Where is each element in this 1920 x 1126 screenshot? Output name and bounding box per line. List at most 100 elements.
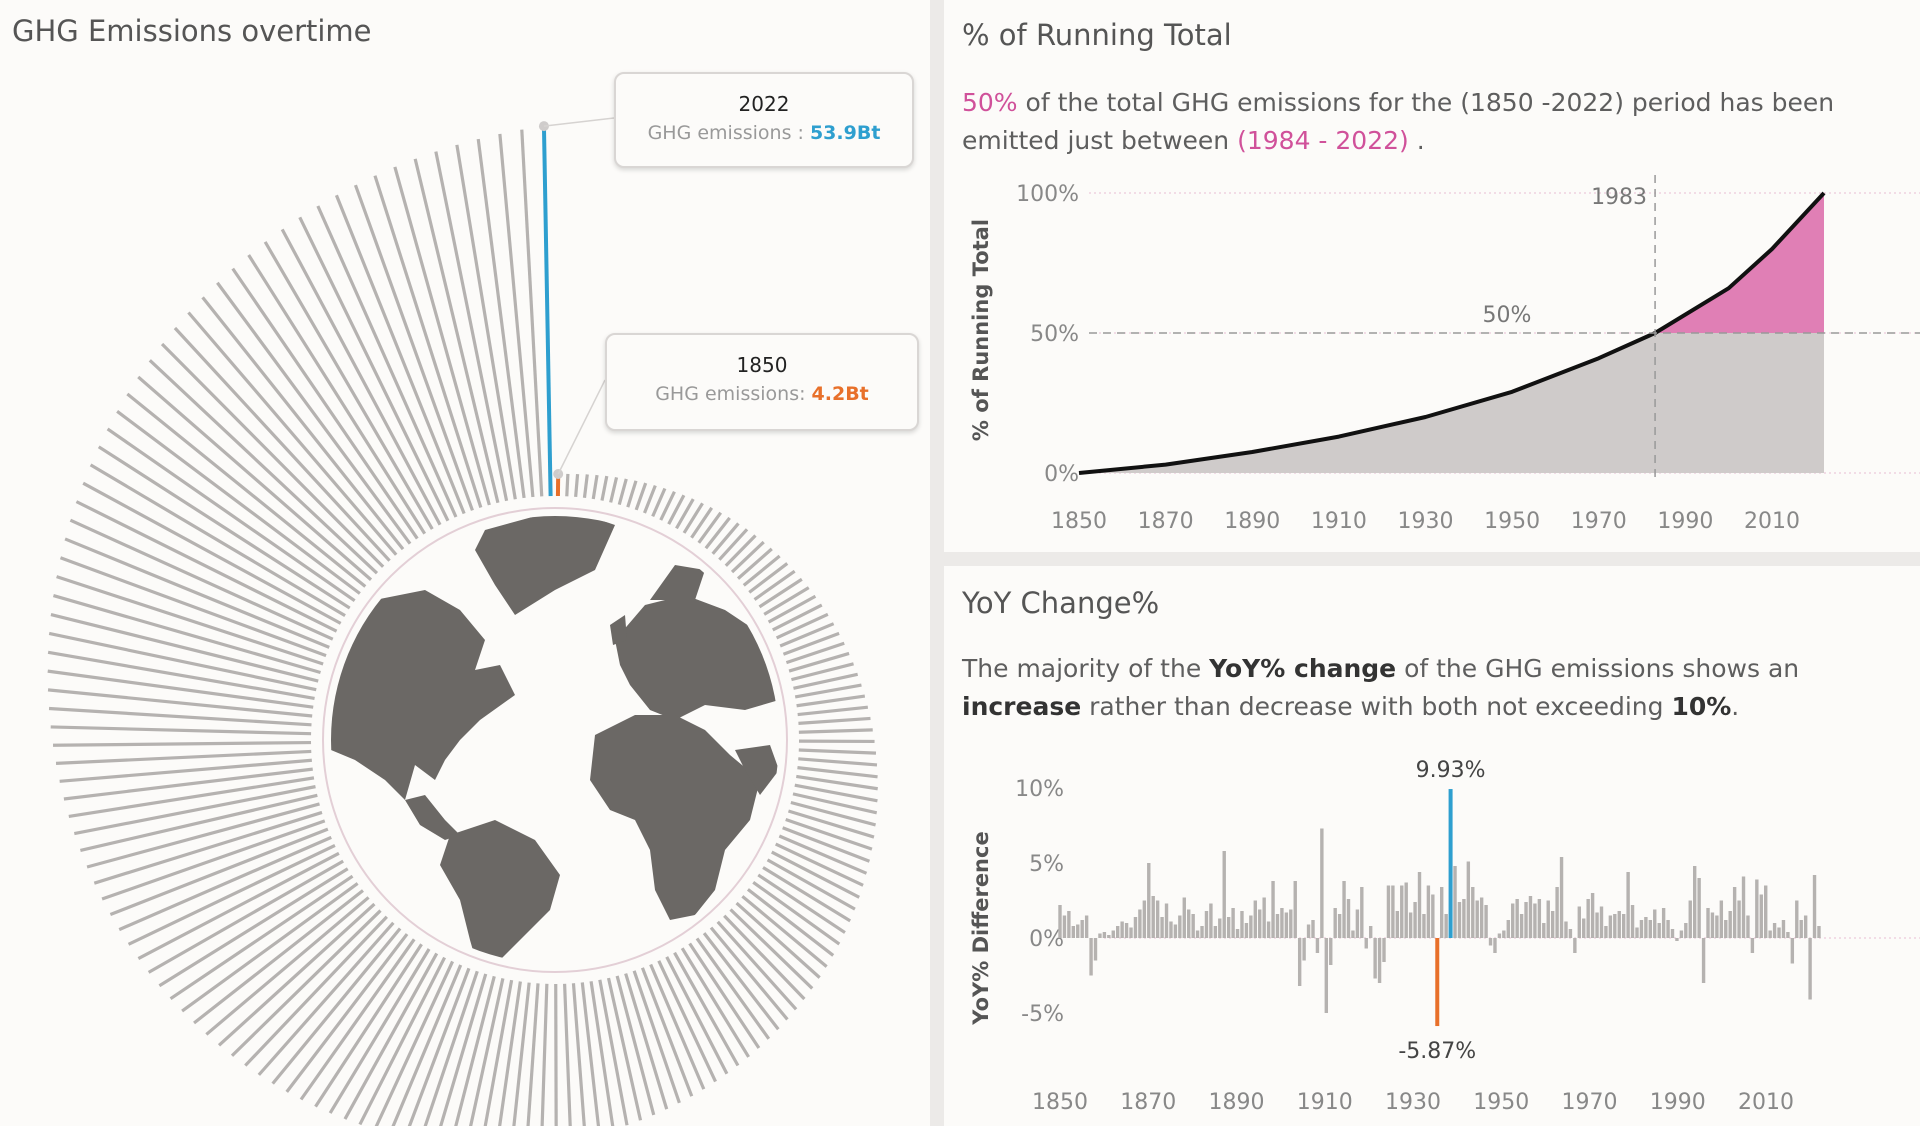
- yoy-bar: [1692, 866, 1697, 938]
- yoy-bar: [1515, 899, 1519, 938]
- yoy-bar: [1568, 929, 1573, 938]
- yoy-bar: [1675, 938, 1679, 941]
- radial-bar-chart: [47, 117, 878, 1126]
- radial-bar: [729, 908, 814, 990]
- radial-bar: [89, 463, 346, 618]
- radial-bar: [280, 228, 442, 526]
- yoy-bar: [1355, 909, 1360, 938]
- radial-bar: [263, 241, 434, 530]
- yoy-bar: [1306, 924, 1311, 938]
- yoy-bar: [1732, 887, 1737, 938]
- yoy-bar: [1204, 911, 1209, 938]
- yoy-bar: [1546, 900, 1550, 938]
- radial-bar: [563, 983, 572, 1126]
- yoy-bar: [1484, 905, 1488, 938]
- rt-area-upper: [1655, 193, 1824, 333]
- yoy-bar: [1621, 914, 1626, 938]
- radial-bar: [454, 975, 496, 1126]
- radial-bar: [69, 518, 334, 641]
- yoy-bar: [1764, 885, 1768, 938]
- radial-bar: [724, 534, 757, 567]
- yoy-bar: [1755, 879, 1759, 938]
- rt-x-tick: 2010: [1744, 509, 1800, 534]
- yoy-bar: [1750, 938, 1755, 953]
- radial-bar: [779, 622, 835, 648]
- rt-x-tick: 1870: [1138, 509, 1194, 534]
- rt-y-tick: 100%: [1016, 182, 1079, 207]
- radial-bar: [47, 650, 315, 700]
- radial-bar: [667, 494, 686, 525]
- running-total-title: % of Running Total: [962, 18, 1232, 52]
- radial-bar: [589, 981, 615, 1126]
- radial-bar: [476, 138, 526, 499]
- yoy-bar: [1564, 921, 1568, 938]
- yoy-bar: [1160, 917, 1164, 938]
- radial-bar: [778, 834, 868, 875]
- radial-bar: [271, 927, 402, 1085]
- yoy-bar: [1497, 933, 1502, 938]
- radial-bar: [649, 963, 706, 1090]
- yoy-bar: [1635, 927, 1639, 938]
- radial-bar: [469, 978, 505, 1126]
- radial-bar: [598, 979, 629, 1126]
- radial-bar: [736, 547, 773, 580]
- radial-bar: [187, 311, 398, 556]
- yoy-bar: [1395, 911, 1400, 938]
- radial-bar: [702, 932, 780, 1031]
- yoy-x-tick: 2010: [1738, 1090, 1794, 1115]
- land-shape: [735, 745, 779, 795]
- yoy-bar: [1630, 905, 1635, 938]
- radial-bar: [624, 973, 669, 1110]
- radial-bar: [455, 144, 517, 500]
- radial-bar: [634, 482, 648, 511]
- radial-bar: [796, 774, 878, 791]
- running-total-desc-period: (1984 - 2022): [1237, 126, 1409, 155]
- radial-bar: [512, 982, 531, 1126]
- yoy-bar: [1626, 872, 1630, 938]
- yoy-bar: [1404, 882, 1408, 938]
- yoy-bar: [1124, 923, 1129, 938]
- radial-bar: [127, 843, 336, 946]
- yoy-bar: [1093, 938, 1098, 961]
- radial-bar: [393, 166, 491, 506]
- radial-bar: [230, 909, 382, 1057]
- yoy-bar: [1555, 887, 1559, 938]
- yoy-bar: [1231, 908, 1235, 938]
- yoy-bar: [1333, 908, 1337, 938]
- yoy-bar: [1089, 938, 1093, 976]
- radial-bar: [798, 757, 878, 767]
- yoy-bar: [1528, 896, 1533, 938]
- radial-bar: [247, 254, 427, 535]
- radial-bar: [797, 705, 869, 717]
- yoy-max-label: 9.93%: [1416, 758, 1486, 783]
- radial-bar: [643, 484, 657, 514]
- yoy-bar: [1724, 920, 1728, 938]
- radial-bar: [626, 480, 638, 508]
- radial-bar: [665, 956, 729, 1075]
- radial-bar: [600, 475, 609, 501]
- radial-bar: [169, 874, 354, 1000]
- radial-bar: [353, 184, 474, 511]
- yoy-bar: [1120, 921, 1124, 938]
- land-shape: [475, 516, 615, 615]
- yoy-bar: [1138, 909, 1142, 938]
- yoy-bar: [1244, 923, 1249, 938]
- radial-bar: [118, 835, 332, 932]
- radial-bar: [673, 951, 740, 1067]
- yoy-bar: [1440, 887, 1444, 938]
- yoy-bar: [1133, 917, 1138, 938]
- yoy-bar: [1400, 885, 1404, 938]
- yoy-bar: [1644, 917, 1648, 938]
- yoy-bar: [1284, 912, 1289, 938]
- yoy-bar: [1448, 789, 1453, 938]
- yoy-bar: [1817, 926, 1821, 938]
- radial-bar: [651, 487, 667, 518]
- yoy-bar: [1262, 897, 1266, 938]
- yoy-bar: [1058, 905, 1062, 938]
- radial-bar: [97, 445, 351, 610]
- land-shape: [440, 820, 560, 964]
- yoy-bar: [1701, 938, 1706, 983]
- radial-bar: [201, 296, 405, 551]
- rt-y-tick: 50%: [1030, 322, 1079, 347]
- yoy-bar: [1226, 917, 1231, 938]
